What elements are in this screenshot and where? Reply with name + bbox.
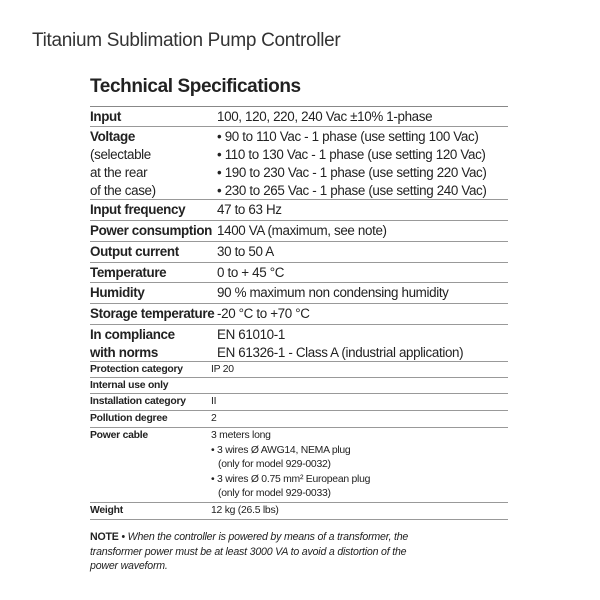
row-value: -20 °C to +70 °C bbox=[217, 306, 310, 321]
spec-row-internal-use: Internal use only bbox=[90, 378, 508, 394]
row-label: Input frequency bbox=[90, 202, 186, 217]
row-label-sub: (selectable bbox=[90, 147, 151, 162]
spec-row-compliance: In compliance with norms EN 61010-1 EN 61… bbox=[90, 325, 508, 362]
row-label: Weight bbox=[90, 505, 123, 516]
spec-row-humidity: Humidity 90 % maximum non condensing hum… bbox=[90, 283, 508, 304]
spec-row-power-cable: Power cable 3 meters long • 3 wires Ø AW… bbox=[90, 428, 508, 503]
row-label: Storage temperature bbox=[90, 306, 215, 321]
spec-table: Input 100, 120, 220, 240 Vac ±10% 1-phas… bbox=[90, 106, 508, 520]
row-label: In compliance bbox=[90, 327, 175, 342]
row-value: 3 meters long bbox=[211, 430, 271, 441]
row-value: • 230 to 265 Vac - 1 phase (use setting … bbox=[217, 183, 487, 198]
section-heading: Technical Specifications bbox=[90, 76, 301, 97]
row-value: II bbox=[211, 396, 217, 407]
row-label: Voltage bbox=[90, 129, 135, 144]
row-value: 1400 VA (maximum, see note) bbox=[217, 223, 387, 238]
spec-row-storage-temperature: Storage temperature -20 °C to +70 °C bbox=[90, 304, 508, 325]
spec-row-output-current: Output current 30 to 50 A bbox=[90, 242, 508, 263]
spec-row-weight: Weight 12 kg (26.5 lbs) bbox=[90, 503, 508, 520]
row-label: Internal use only bbox=[90, 380, 169, 391]
row-value: IP 20 bbox=[211, 364, 234, 375]
row-value: 100, 120, 220, 240 Vac ±10% 1-phase bbox=[217, 109, 433, 124]
row-value: (only for model 929-0032) bbox=[218, 459, 331, 470]
row-label: with norms bbox=[90, 345, 158, 360]
row-label: Protection category bbox=[90, 364, 183, 375]
row-label: Pollution degree bbox=[90, 413, 168, 424]
row-label-sub: at the rear bbox=[90, 165, 148, 180]
spec-row-input: Input 100, 120, 220, 240 Vac ±10% 1-phas… bbox=[90, 107, 508, 127]
row-label: Humidity bbox=[90, 285, 145, 300]
row-value: • 190 to 230 Vac - 1 phase (use setting … bbox=[217, 165, 487, 180]
spec-row-pollution: Pollution degree 2 bbox=[90, 411, 508, 428]
spec-row-power-consumption: Power consumption 1400 VA (maximum, see … bbox=[90, 221, 508, 242]
row-value: 47 to 63 Hz bbox=[217, 202, 282, 217]
document-title: Titanium Sublimation Pump Controller bbox=[32, 30, 341, 51]
row-label: Input bbox=[90, 109, 121, 124]
spec-row-input-frequency: Input frequency 47 to 63 Hz bbox=[90, 200, 508, 221]
spec-row-voltage: Voltage (selectable at the rear of the c… bbox=[90, 127, 508, 200]
row-value: 12 kg (26.5 lbs) bbox=[211, 505, 279, 516]
row-label-sub: of the case) bbox=[90, 183, 156, 198]
spec-row-temperature: Temperature 0 to + 45 °C bbox=[90, 263, 508, 283]
row-value: 0 to + 45 °C bbox=[217, 265, 285, 280]
row-value: 90 % maximum non condensing humidity bbox=[217, 285, 449, 300]
row-value: EN 61010-1 bbox=[217, 327, 285, 342]
row-label: Power cable bbox=[90, 430, 148, 441]
note-text: • When the controller is powered by mean… bbox=[90, 531, 409, 572]
row-value: • 90 to 110 Vac - 1 phase (use setting 1… bbox=[217, 129, 479, 144]
spec-row-protection: Protection category IP 20 bbox=[90, 362, 508, 378]
row-label: Temperature bbox=[90, 265, 167, 280]
row-value: EN 61326-1 - Class A (industrial applica… bbox=[217, 345, 464, 360]
row-label: Power consumption bbox=[90, 223, 213, 238]
row-label: Installation category bbox=[90, 396, 186, 407]
row-value: • 110 to 130 Vac - 1 phase (use setting … bbox=[217, 147, 486, 162]
row-value: • 3 wires Ø AWG14, NEMA plug bbox=[211, 444, 351, 456]
row-value: (only for model 929-0033) bbox=[218, 488, 331, 499]
row-label: Output current bbox=[90, 244, 179, 259]
note: NOTE • When the controller is powered by… bbox=[90, 530, 430, 574]
row-value: 2 bbox=[211, 413, 217, 424]
row-value: 30 to 50 A bbox=[217, 244, 274, 259]
spec-row-installation: Installation category II bbox=[90, 394, 508, 411]
row-value: • 3 wires Ø 0.75 mm² European plug bbox=[211, 473, 371, 485]
note-label: NOTE bbox=[90, 531, 119, 543]
